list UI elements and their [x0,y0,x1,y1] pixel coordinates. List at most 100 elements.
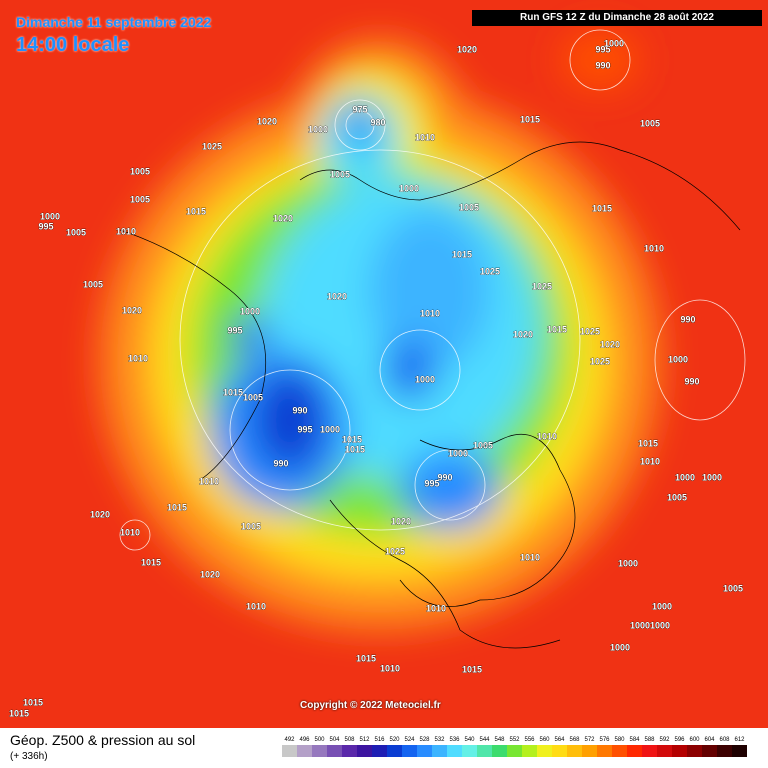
legend-swatch [582,745,597,757]
legend-value: 596 [674,737,685,743]
isobar-label: 1005 [130,166,150,176]
legend-swatch [492,745,507,757]
legend-swatch [432,745,447,757]
isobar-label: 990 [680,314,695,324]
legend-value: 524 [404,737,415,743]
legend-swatch [327,745,342,757]
legend-swatch [657,745,672,757]
isobar-label: 1025 [480,266,500,276]
legend-swatch [507,745,522,757]
isobar-label: 1010 [128,353,148,363]
legend-swatch [297,745,312,757]
isobar-label: 1025 [590,356,610,366]
isobar-label: 995 [227,325,242,335]
isobar-label: 1015 [592,203,612,213]
legend-swatch [627,745,642,757]
isobar-label: 1005 [723,583,743,593]
isobar-label: 1015 [547,324,567,334]
legend-value: 580 [614,737,625,743]
legend-bar: 492 496 500 504 508 512 516 520 524 528 532 536 540 5… [282,737,747,757]
isobar-label: 1015 [167,502,187,512]
legend-value: 588 [644,737,655,743]
run-info: Run GFS 12 Z du Dimanche 28 août 2022 [472,10,762,26]
isobar-label: 1010 [199,476,219,486]
isobar-label: 1000 [40,211,60,221]
legend-value: 536 [449,737,460,743]
legend-swatch [732,745,747,757]
legend-swatch [462,745,477,757]
isobar-label: 1000 [448,448,468,458]
legend-swatch [357,745,372,757]
isobar-label: 1000 [240,306,260,316]
legend-value: 508 [344,737,355,743]
isobar-label: 1000 [630,620,650,630]
isobar-label: 1020 [391,516,411,526]
isobar-label: 1000 [702,472,722,482]
geopotential-field [100,30,660,630]
legend-value: 512 [359,737,370,743]
isobar-label: 1010 [415,132,435,142]
legend-swatch [402,745,417,757]
isobar-label: 1000 [668,354,688,364]
legend-swatch [642,745,657,757]
isobar-label: 1005 [473,440,493,450]
isobar-label: 1000 [610,642,630,652]
isobar-label: 1000 [618,558,638,568]
legend-value: 584 [629,737,640,743]
legend-value: 544 [479,737,490,743]
isobar-label: 990 [292,405,307,415]
isobar-labels: 1020 995100099010201025975980100010101015… [9,38,744,719]
isobar-label: 1020 [457,44,477,54]
isobar-label: 980 [370,117,385,127]
legend-swatch [372,745,387,757]
isobar-label: 1000 [650,620,670,630]
legend-subtitle: (+ 336h) [10,751,48,762]
isobar-label: 1005 [640,118,660,128]
isobar-label: 1010 [520,552,540,562]
legend-value: 496 [299,737,310,743]
legend-swatch [717,745,732,757]
isobar-label: 1015 [141,557,161,567]
isobar-label: 1025 [580,326,600,336]
isobar-label: 1015 [356,653,376,663]
isobar-label: 995 [38,221,53,231]
legend-value: 492 [284,737,295,743]
legend-swatch [702,745,717,757]
isobar-label: 1010 [644,243,664,253]
legend-value: 592 [659,737,670,743]
legend-swatch [612,745,627,757]
isobar-label: 990 [273,458,288,468]
isobar-label: 1005 [130,194,150,204]
isobar-label: 1010 [120,527,140,537]
isobar-label: 1020 [600,339,620,349]
isobar-label: 1025 [532,281,552,291]
legend-title: Géop. Z500 & pression au sol [10,732,196,748]
legend-value: 604 [704,737,715,743]
isobar-label: 1015 [9,708,29,718]
legend-value: 540 [464,737,475,743]
isobar-label: 1005 [83,279,103,289]
legend-value: 520 [389,737,400,743]
legend-swatch [282,745,297,757]
legend-value: 600 [689,737,700,743]
legend-swatch [687,745,702,757]
isobar-label: 1010 [246,601,266,611]
isobar-label: 975 [352,104,367,114]
legend-value: 528 [419,737,430,743]
legend-swatch [567,745,582,757]
isobar-label: 1015 [342,434,362,444]
isobar-label: 1020 [327,291,347,301]
isobar-label: 1010 [380,663,400,673]
isobar-label: 1005 [667,492,687,502]
legend-value: 612 [734,737,745,743]
isobar-label: 1020 [90,509,110,519]
isobar-label: 1010 [420,308,440,318]
isobar-label: 1015 [23,697,43,707]
legend-value: 548 [494,737,505,743]
coastlines [119,141,741,649]
isobar-label: 990 [684,376,699,386]
legend-swatch [342,745,357,757]
isobar-label: 1000 [415,374,435,384]
isobar-label: 1025 [385,546,405,556]
isobar-label: 990 [437,472,452,482]
